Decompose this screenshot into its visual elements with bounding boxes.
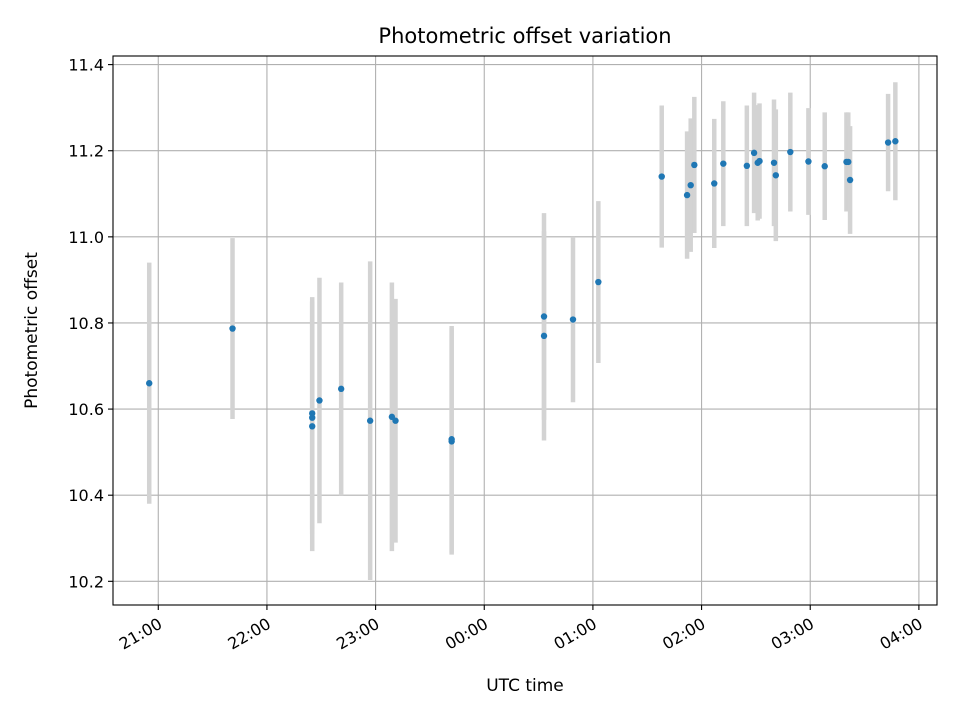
data-point bbox=[846, 176, 854, 184]
data-point bbox=[658, 173, 665, 180]
data-point bbox=[750, 149, 758, 157]
chart-title: Photometric offset variation bbox=[378, 24, 671, 48]
y-tick-label: 10.6 bbox=[68, 400, 104, 419]
data-point bbox=[229, 325, 236, 332]
data-point bbox=[366, 417, 374, 424]
data-points bbox=[146, 138, 899, 445]
data-point bbox=[884, 139, 892, 146]
data-point bbox=[743, 162, 751, 169]
data-point bbox=[772, 172, 780, 179]
data-point bbox=[687, 181, 694, 189]
data-point bbox=[821, 163, 828, 170]
data-point bbox=[392, 417, 399, 424]
data-point bbox=[309, 423, 316, 430]
data-point bbox=[146, 380, 153, 387]
data-point bbox=[540, 313, 548, 320]
axes-frame bbox=[112, 55, 938, 606]
data-point bbox=[892, 138, 899, 145]
data-point bbox=[805, 158, 812, 165]
y-tick-label: 11.2 bbox=[68, 142, 104, 161]
data-point bbox=[448, 438, 455, 445]
data-point bbox=[691, 161, 698, 169]
data-point bbox=[711, 180, 718, 187]
data-point bbox=[787, 148, 794, 156]
y-tick-label: 11.4 bbox=[68, 56, 104, 75]
data-point bbox=[569, 316, 577, 323]
x-axis-label: UTC time bbox=[486, 676, 564, 696]
grid-lines bbox=[113, 56, 937, 605]
data-point bbox=[309, 410, 316, 417]
data-point bbox=[316, 397, 323, 404]
y-tick-label: 10.2 bbox=[68, 572, 104, 591]
data-point bbox=[756, 157, 763, 165]
data-point bbox=[770, 159, 778, 166]
y-tick-label: 10.4 bbox=[68, 486, 104, 505]
data-point bbox=[337, 385, 345, 393]
data-point bbox=[845, 158, 852, 166]
y-axis-label: Photometric offset bbox=[22, 252, 42, 409]
y-tick-label: 11.0 bbox=[68, 228, 104, 247]
data-point bbox=[595, 278, 602, 286]
data-point bbox=[683, 191, 691, 199]
y-tick-label: 10.8 bbox=[68, 314, 104, 333]
data-point bbox=[720, 160, 727, 167]
data-point bbox=[540, 332, 548, 340]
